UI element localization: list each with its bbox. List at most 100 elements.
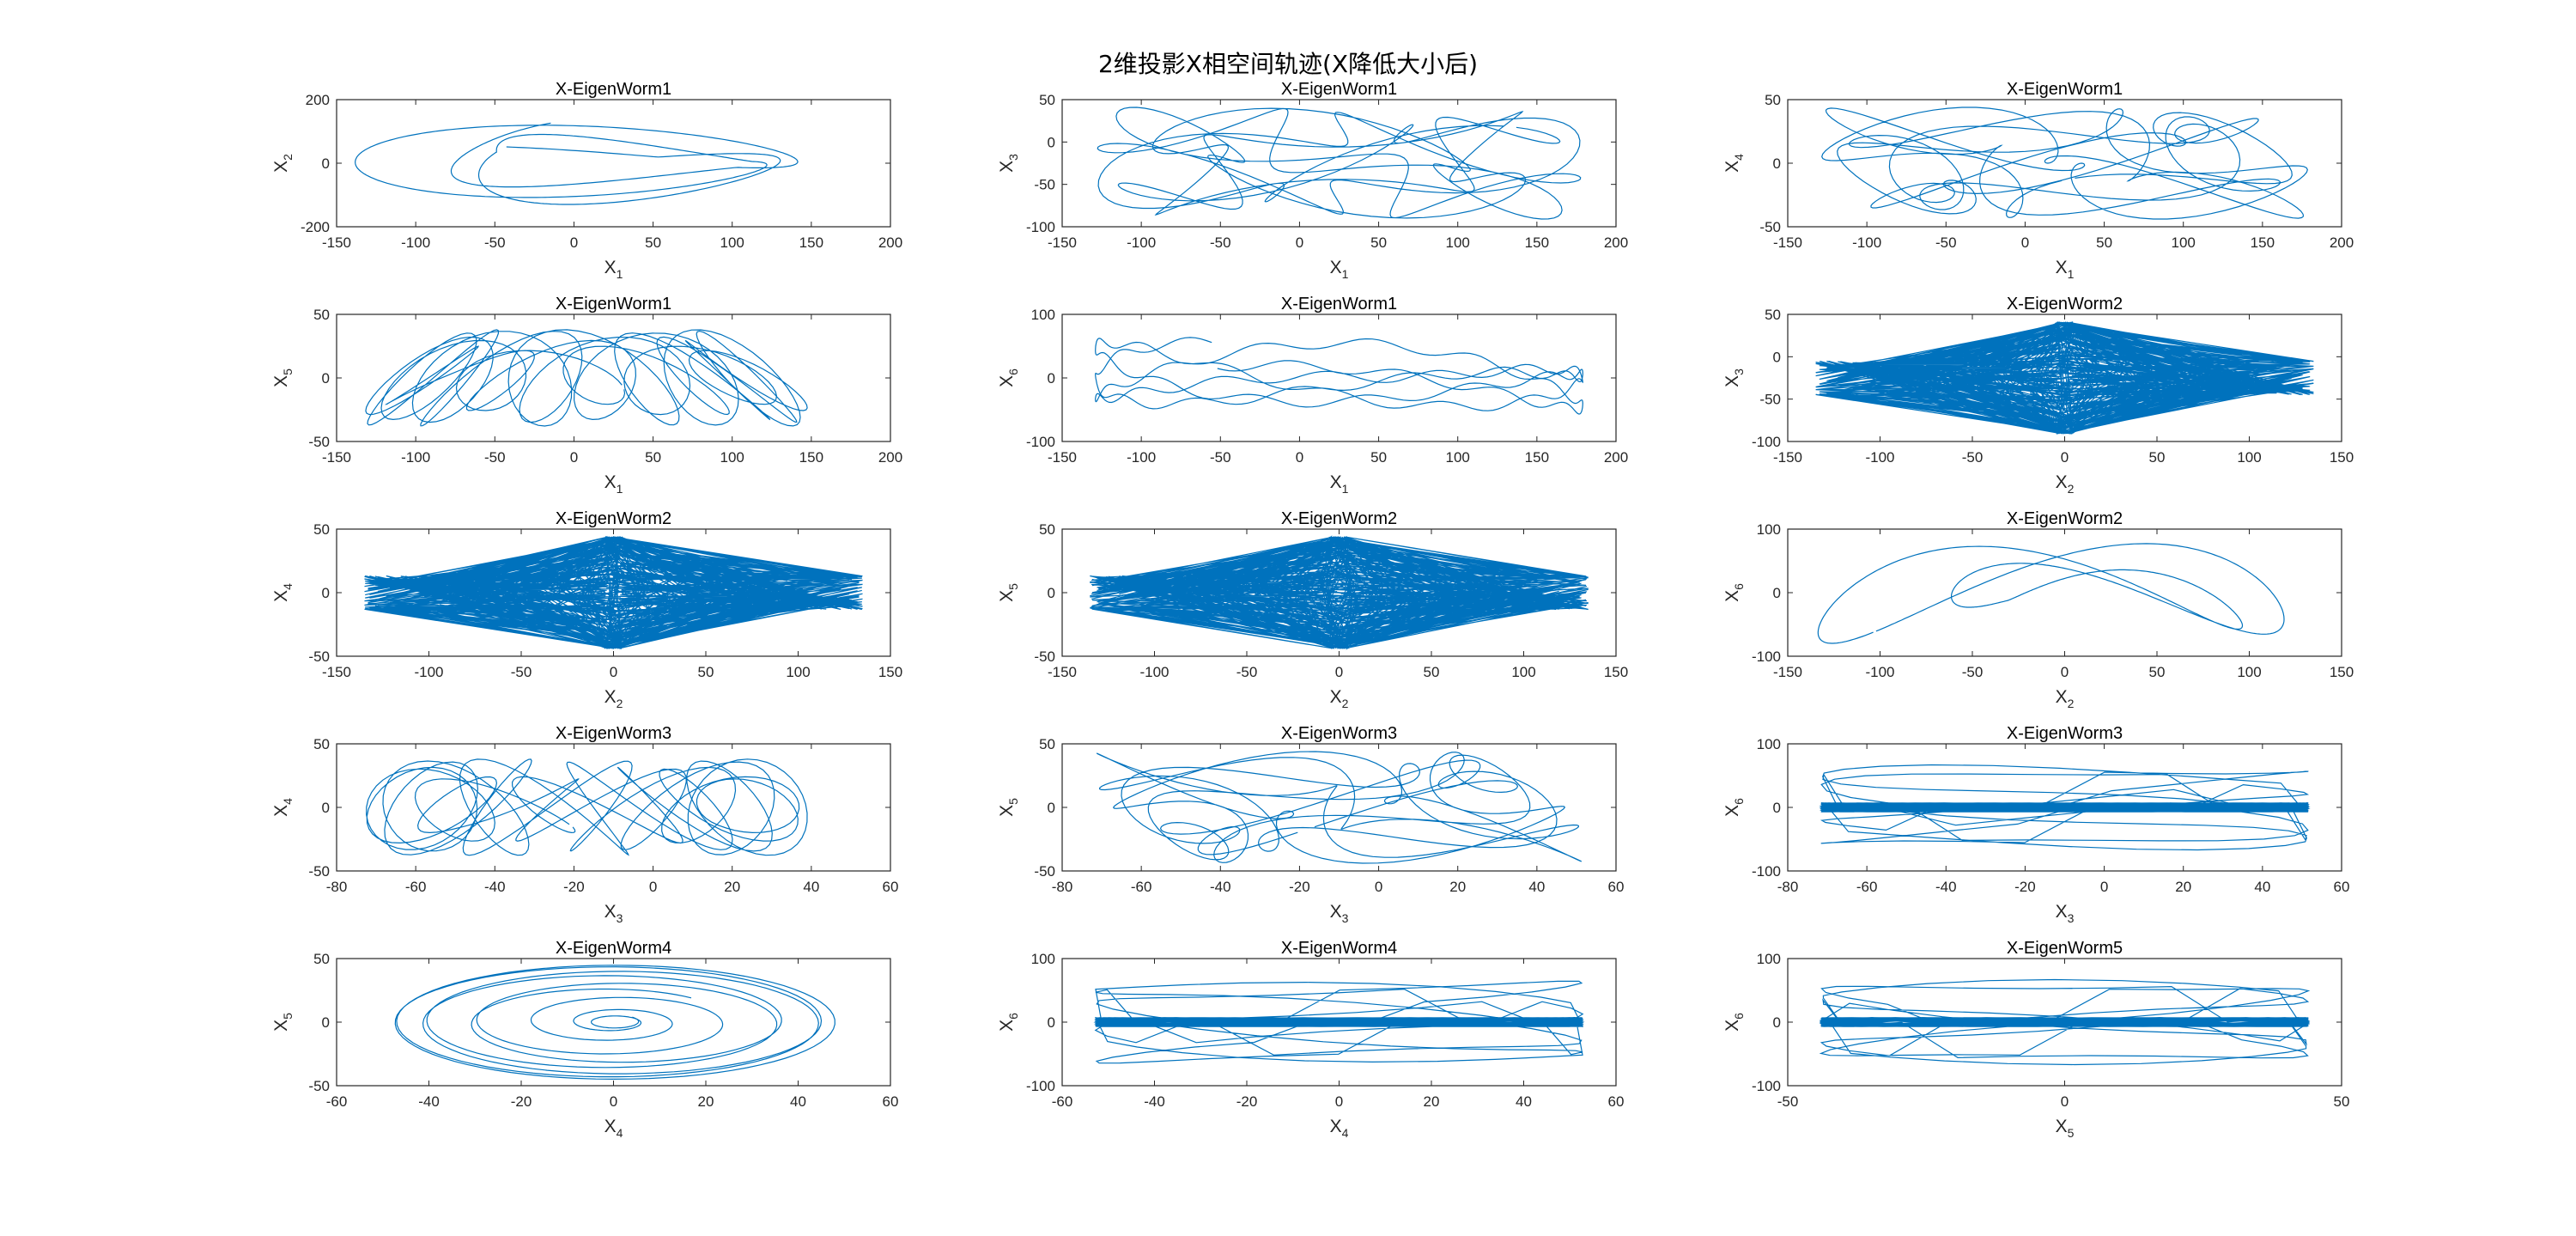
- x-tick-label: -60: [1856, 879, 1878, 895]
- x-tick-label: 60: [2334, 879, 2350, 895]
- y-axis-label: X6: [997, 368, 1020, 387]
- x-tick-label: -100: [1139, 664, 1169, 680]
- x-tick-label: 100: [2172, 234, 2196, 251]
- x-tick-label: -150: [1773, 449, 1802, 466]
- x-tick-label: 60: [1608, 1093, 1625, 1110]
- x-tick-label: -50: [1210, 234, 1231, 251]
- y-tick-label: -50: [1034, 648, 1055, 665]
- y-tick-label: 100: [1031, 951, 1055, 967]
- x-axis-label: X1: [1330, 472, 1349, 496]
- x-tick-label: 20: [1449, 879, 1466, 895]
- x-tick-label: -80: [326, 879, 348, 895]
- y-axis-label: X4: [271, 798, 295, 817]
- x-tick-label: -50: [1210, 449, 1231, 466]
- x-tick-label: -100: [401, 234, 430, 251]
- x-axis-label: X3: [2056, 902, 2075, 925]
- x-tick-label: 0: [1296, 234, 1303, 251]
- x-tick-label: 100: [2237, 449, 2261, 466]
- x-tick-label: -20: [511, 1093, 532, 1110]
- y-tick-label: 50: [1765, 307, 1781, 323]
- x-tick-label: -50: [1962, 664, 1984, 680]
- trajectory-line: [1090, 537, 1588, 648]
- x-tick-label: 100: [1511, 664, 1535, 680]
- axes-box: [1788, 529, 2342, 656]
- x-axis-label: X1: [605, 258, 623, 281]
- y-tick-label: 0: [1773, 585, 1781, 601]
- x-tick-label: 40: [790, 1093, 806, 1110]
- subplot-title: X-EigenWorm2: [2007, 295, 2123, 314]
- x-tick-label: 100: [786, 664, 810, 680]
- y-tick-label: 50: [313, 307, 330, 323]
- trajectory-line: [1097, 107, 1580, 219]
- x-tick-label: 0: [1335, 664, 1343, 680]
- x-tick-label: -60: [405, 879, 427, 895]
- x-tick-label: 100: [720, 449, 744, 466]
- x-axis-label: X4: [1330, 1117, 1349, 1140]
- y-axis-label: X3: [1722, 368, 1746, 387]
- x-tick-label: -40: [1144, 1093, 1165, 1110]
- y-tick-label: -100: [1026, 1078, 1055, 1094]
- y-axis-label: X6: [1722, 798, 1746, 817]
- x-tick-label: 50: [1370, 449, 1387, 466]
- x-axis-label: X2: [2056, 472, 2075, 496]
- y-axis-label: X4: [1722, 154, 1746, 173]
- x-tick-label: 0: [570, 234, 578, 251]
- x-tick-label: 0: [1335, 1093, 1343, 1110]
- x-axis-label: X1: [2056, 258, 2075, 281]
- x-axis-label: X3: [605, 902, 623, 925]
- x-tick-label: 60: [883, 879, 899, 895]
- subplot-title: X-EigenWorm3: [1281, 724, 1397, 743]
- x-tick-label: -150: [1048, 234, 1077, 251]
- x-tick-label: 200: [1604, 234, 1628, 251]
- y-tick-label: -100: [1752, 863, 1781, 880]
- x-tick-label: 150: [2251, 234, 2275, 251]
- trajectory-line: [367, 759, 807, 855]
- x-tick-label: -150: [322, 234, 351, 251]
- y-axis-label: X5: [997, 583, 1020, 602]
- x-axis-label: X4: [605, 1117, 623, 1140]
- x-tick-label: -100: [1127, 234, 1156, 251]
- x-tick-label: 150: [2330, 449, 2354, 466]
- x-tick-label: 50: [1424, 664, 1440, 680]
- x-tick-label: -40: [418, 1093, 440, 1110]
- y-tick-label: 50: [1039, 521, 1055, 538]
- y-tick-label: 0: [1773, 349, 1781, 365]
- subplot: -150 -100 -50 0 50 100 150 200 -200 0 200 X-EigenWo…: [271, 80, 902, 281]
- x-axis-label: X1: [605, 472, 623, 496]
- x-tick-label: 150: [799, 449, 823, 466]
- x-tick-label: -60: [1052, 1093, 1073, 1110]
- x-tick-label: 150: [1604, 664, 1628, 680]
- y-tick-label: 50: [1039, 736, 1055, 752]
- y-tick-label: -50: [1759, 392, 1781, 408]
- trajectory-line: [355, 123, 798, 204]
- subplot: -150 -100 -50 0 50 100 150-100-50050X-EigenWor…: [1722, 295, 2354, 496]
- trajectory-line: [1821, 980, 2309, 1065]
- y-tick-label: -100: [1752, 648, 1781, 665]
- axes-box: [1062, 744, 1616, 871]
- x-tick-label: 150: [1525, 449, 1549, 466]
- axes-box: [1062, 100, 1616, 227]
- subplot-title: X-EigenWorm4: [556, 939, 671, 958]
- subplot: -50 0 50 -100 0 100 X-EigenWorm5 X5 X6: [1722, 939, 2349, 1140]
- x-tick-label: -100: [1852, 234, 1881, 251]
- y-tick-label: 0: [322, 1014, 330, 1031]
- y-axis-label: X4: [271, 583, 295, 602]
- y-tick-label: 50: [313, 521, 330, 538]
- x-tick-label: 0: [610, 664, 617, 680]
- axes-box: [337, 744, 890, 871]
- trajectory-line: [1816, 322, 2314, 434]
- subplot: -80 -60 -40 -20 0 20 40 60 -50 0 50 X-EigenWorm3 X3 X…: [997, 724, 1624, 925]
- x-tick-label: 40: [803, 879, 819, 895]
- x-axis-label: X1: [1330, 258, 1349, 281]
- x-tick-label: -50: [484, 449, 506, 466]
- x-tick-label: -50: [1962, 449, 1984, 466]
- x-tick-label: -150: [1048, 449, 1077, 466]
- y-tick-label: 50: [313, 951, 330, 967]
- subplot: -150 -100 -50 0 50 100 150-1000100X-EigenWorm2…: [1722, 509, 2354, 710]
- y-tick-label: 50: [313, 736, 330, 752]
- subplot: -80 -60 -40 -20 0 20 40 60 -100 0 100 X-EigenWorm3 X…: [1722, 724, 2349, 925]
- x-tick-label: -100: [401, 449, 430, 466]
- x-tick-label: 0: [2061, 664, 2069, 680]
- x-tick-label: 0: [1375, 879, 1382, 895]
